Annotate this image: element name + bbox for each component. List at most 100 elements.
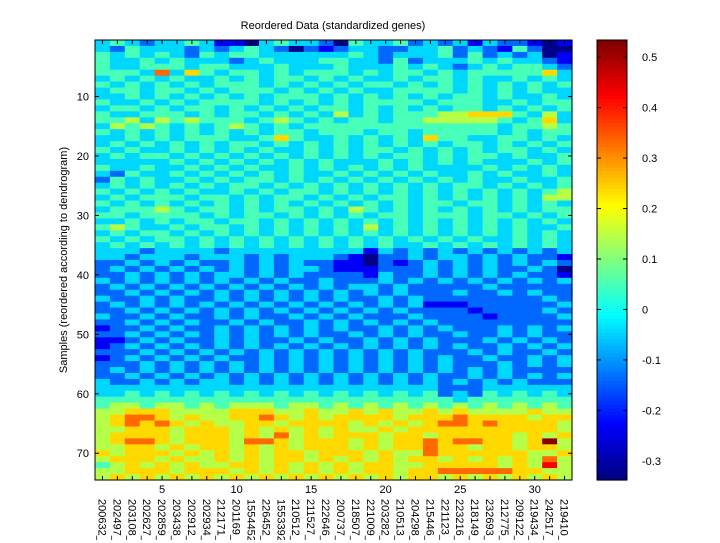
heatmap-cell [273, 462, 290, 469]
heatmap-cell [303, 313, 320, 321]
heatmap-cell [393, 462, 409, 469]
heatmap-cell [422, 188, 439, 196]
heatmap-cell [214, 152, 230, 160]
heatmap-cell [437, 408, 454, 416]
heatmap-cell [95, 194, 111, 202]
heatmap-cell [214, 301, 230, 309]
heatmap-cell [482, 147, 499, 154]
heatmap-cell [452, 135, 469, 142]
heatmap-cell [378, 462, 394, 469]
heatmap-cell [437, 242, 454, 249]
heatmap-cell [154, 462, 171, 469]
heatmap-cell [482, 414, 499, 422]
heatmap-cell [348, 152, 364, 160]
heatmap-cell [124, 331, 141, 338]
heatmap-cell [452, 289, 469, 297]
heatmap-cell [184, 349, 200, 356]
heatmap-cell [184, 135, 200, 142]
heatmap-cell [408, 224, 424, 231]
colorbar-segment [597, 101, 627, 106]
heatmap-cell [527, 69, 543, 77]
heatmap-cell [512, 307, 528, 315]
heatmap-cell [139, 390, 156, 398]
heatmap-cell [467, 224, 484, 231]
heatmap-cell [452, 277, 469, 285]
heatmap-cell [303, 69, 320, 77]
heatmap-cell [184, 331, 200, 338]
heatmap-cell [527, 99, 543, 107]
heatmap-cell [452, 75, 469, 83]
heatmap-cell [273, 75, 290, 83]
heatmap-cell [408, 277, 424, 285]
heatmap-cell [467, 468, 484, 475]
heatmap-cell [139, 69, 156, 77]
heatmap-cell [512, 123, 528, 130]
heatmap-cell [378, 277, 394, 285]
heatmap-cell [318, 170, 335, 178]
heatmap-cell [348, 307, 364, 315]
colorbar-segment [597, 266, 627, 271]
heatmap-cell [184, 117, 200, 124]
heatmap-cell [348, 283, 364, 291]
heatmap-cell [393, 63, 409, 71]
heatmap-cell [303, 188, 320, 196]
heatmap-cell [169, 141, 186, 148]
heatmap-cell [169, 438, 186, 445]
heatmap-cell [229, 99, 245, 107]
heatmap-cell [139, 289, 156, 297]
heatmap-cell [363, 188, 379, 196]
heatmap-cell [557, 69, 573, 77]
heatmap-cell [527, 81, 543, 89]
heatmap-cell [95, 408, 111, 416]
heatmap-cell [437, 248, 454, 255]
heatmap-cell [95, 372, 111, 380]
heatmap-cell [288, 158, 305, 166]
heatmap-cell [258, 218, 275, 225]
heatmap-cell [333, 265, 350, 273]
heatmap-cell [184, 99, 200, 107]
heatmap-cell [244, 301, 260, 309]
heatmap-cell [482, 176, 499, 184]
colorbar-segment [597, 215, 627, 220]
heatmap-cell [244, 45, 260, 53]
heatmap-cell [437, 75, 454, 83]
heatmap-cell [288, 230, 305, 237]
heatmap-cell [154, 426, 171, 434]
heatmap-cell [244, 170, 260, 178]
heatmap-cell [512, 129, 528, 136]
colorbar-segment [597, 260, 627, 265]
heatmap-cell [437, 337, 454, 344]
heatmap-cell [303, 265, 320, 273]
heatmap-cell [303, 372, 320, 380]
heatmap-cell [363, 283, 379, 291]
heatmap-cell [318, 57, 335, 65]
heatmap-cell [408, 93, 424, 101]
heatmap-cell [244, 289, 260, 297]
heatmap-cell [229, 260, 245, 267]
heatmap-cell [363, 176, 379, 184]
heatmap-cell [497, 212, 513, 219]
colorbar-segment [597, 205, 627, 210]
heatmap-cell [333, 63, 350, 71]
heatmap-cell [482, 81, 499, 89]
heatmap-cell [497, 141, 513, 148]
heatmap-cell [542, 242, 558, 249]
heatmap-cell [527, 248, 543, 255]
heatmap-cell [199, 462, 215, 469]
heatmap-cell [124, 450, 141, 457]
heatmap-cell [333, 277, 350, 285]
heatmap-cell [333, 378, 350, 386]
heatmap-cell [124, 93, 141, 101]
heatmap-cell [184, 378, 200, 386]
heatmap-cell [214, 93, 230, 101]
heatmap-cell [95, 170, 111, 178]
heatmap-cell [512, 450, 528, 457]
heatmap-cell [512, 230, 528, 237]
heatmap-cell [542, 254, 558, 261]
heatmap-cell [557, 81, 573, 89]
heatmap-cell [482, 129, 499, 136]
colorbar-segment [597, 235, 627, 240]
heatmap-cell [452, 319, 469, 327]
heatmap-cell [154, 361, 171, 368]
heatmap-cell [273, 164, 290, 172]
